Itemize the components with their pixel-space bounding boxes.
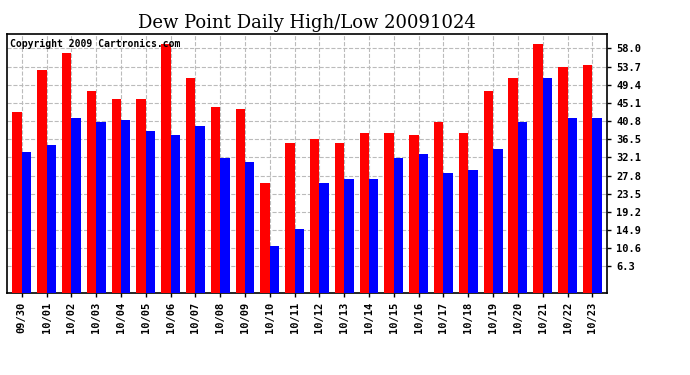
Bar [121, 120, 130, 292]
Bar [62, 53, 71, 292]
Bar [518, 122, 527, 292]
Bar [270, 246, 279, 292]
Bar [469, 171, 477, 292]
Bar [369, 179, 379, 292]
Bar [384, 133, 394, 292]
Bar [359, 133, 369, 292]
Bar [434, 122, 444, 292]
Bar [170, 135, 180, 292]
Bar [12, 112, 22, 292]
Bar [543, 78, 552, 292]
Bar [146, 130, 155, 292]
Bar [295, 230, 304, 292]
Bar [235, 110, 245, 292]
Bar [47, 145, 56, 292]
Bar [220, 158, 230, 292]
Bar [558, 68, 567, 292]
Bar [310, 139, 319, 292]
Bar [285, 143, 295, 292]
Bar [211, 107, 220, 292]
Bar [344, 179, 354, 292]
Bar [484, 90, 493, 292]
Bar [444, 172, 453, 292]
Bar [592, 118, 602, 292]
Bar [245, 162, 255, 292]
Bar [394, 158, 403, 292]
Bar [37, 69, 47, 292]
Text: Copyright 2009 Cartronics.com: Copyright 2009 Cartronics.com [10, 39, 180, 49]
Bar [71, 118, 81, 292]
Bar [493, 150, 502, 292]
Bar [409, 135, 419, 292]
Bar [195, 126, 205, 292]
Bar [459, 133, 469, 292]
Bar [112, 99, 121, 292]
Bar [87, 90, 96, 292]
Bar [161, 44, 170, 292]
Bar [533, 44, 543, 292]
Bar [335, 143, 344, 292]
Title: Dew Point Daily High/Low 20091024: Dew Point Daily High/Low 20091024 [138, 14, 476, 32]
Bar [509, 78, 518, 292]
Bar [319, 183, 329, 292]
Bar [96, 122, 106, 292]
Bar [22, 152, 31, 292]
Bar [186, 78, 195, 292]
Bar [419, 154, 428, 292]
Bar [137, 99, 146, 292]
Bar [260, 183, 270, 292]
Bar [583, 65, 592, 292]
Bar [567, 118, 577, 292]
